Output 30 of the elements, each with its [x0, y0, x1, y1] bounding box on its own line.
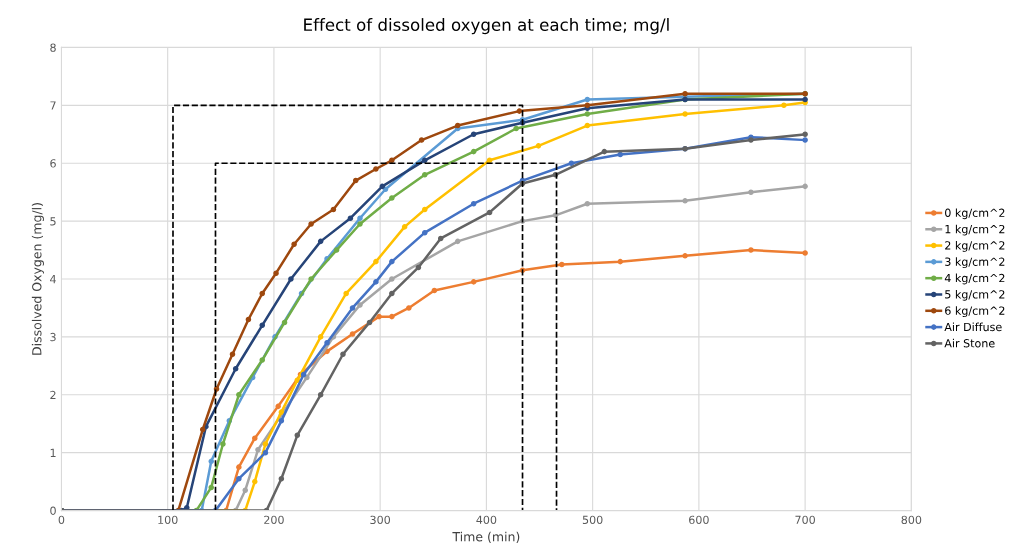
y-tick-label: 0 [50, 506, 56, 515]
legend-label: 5 kg/cm^2 [945, 289, 1005, 301]
y-tick-label: 1 [50, 448, 56, 457]
y-tick-label: 7 [50, 101, 56, 110]
x-tick-label: 500 [582, 515, 603, 525]
y-tick-label: 8 [50, 43, 56, 52]
legend-label: 2 kg/cm^2 [945, 241, 1005, 252]
y-tick-label: 2 [50, 390, 56, 400]
legend-label: Air Diffuse [944, 322, 1002, 332]
legend-label: 1 kg/cm^2 [945, 224, 1005, 236]
x-tick-label: 700 [795, 515, 815, 525]
legend-label: 4 kg/cm^2 [944, 273, 1005, 285]
legend-label: 6 kg/cm^2 [945, 306, 1005, 317]
y-tick-label: 3 [50, 332, 56, 342]
chart-title: Effect of dissoled oxygen at each time; mg/l [304, 18, 669, 35]
legend-label: Air Stone [944, 338, 995, 348]
x-tick-label: 200 [264, 515, 284, 525]
x-tick-label: 100 [158, 515, 178, 525]
x-tick-label: 0 [58, 515, 65, 525]
x-tick-label: 400 [476, 515, 497, 525]
y-tick-label: 6 [50, 159, 56, 168]
x-axis-title: Time (min) [452, 531, 520, 543]
y-tick-label: 4 [50, 275, 56, 284]
legend-label: 0 kg/cm^2 [945, 208, 1005, 220]
x-tick-label: 600 [689, 515, 709, 525]
y-axis-title: Dissolved Oxygen (mg/l) [31, 203, 44, 355]
y-tick-label: 5 [50, 217, 56, 226]
x-tick-label: 800 [901, 515, 922, 525]
legend-label: 3 kg/cm^2 [945, 257, 1005, 269]
x-tick-label: 300 [370, 515, 391, 525]
